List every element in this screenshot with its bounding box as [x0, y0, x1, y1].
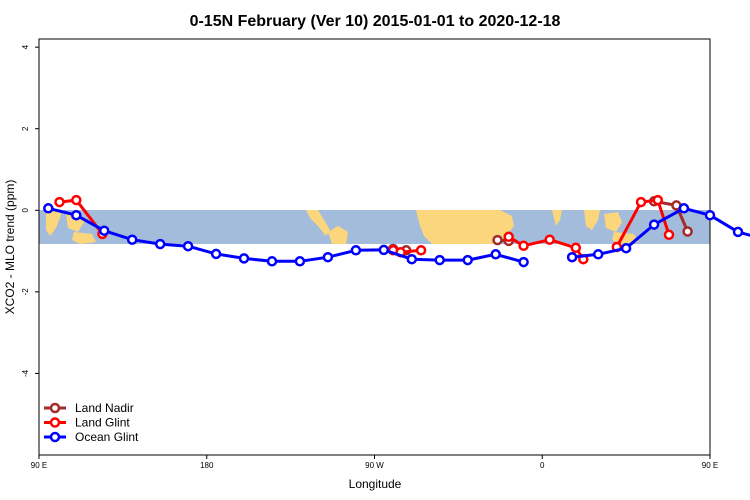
- x-axis-ticks: 90 E 180 90 W 0 90 E: [31, 455, 718, 470]
- x-tick-label: 0: [540, 461, 545, 470]
- data-point-ocean-glint: [732, 226, 744, 238]
- land-south-america: [328, 226, 348, 244]
- legend-label-land-glint: Land Glint: [75, 416, 130, 430]
- land-india-south: [552, 210, 562, 226]
- data-point-ocean-glint: [154, 238, 166, 250]
- y-tick-label: -2: [21, 288, 30, 296]
- data-point-ocean-glint: [182, 240, 194, 252]
- y-tick-label: 2: [21, 126, 30, 131]
- data-point-ocean-glint: [322, 251, 334, 263]
- chart-title: 0-15N February (Ver 10) 2015-01-01 to 20…: [190, 13, 561, 30]
- data-point-land-nadir: [492, 234, 503, 246]
- data-point-land-glint: [663, 229, 675, 241]
- data-point-ocean-glint: [592, 249, 604, 260]
- x-tick-label: 90 E: [31, 461, 47, 470]
- data-point-land-glint: [503, 231, 514, 243]
- data-point-ocean-glint: [294, 256, 306, 267]
- land-indonesia-west: [46, 210, 62, 236]
- legend-marker-land-glint: [49, 417, 61, 428]
- data-point-ocean-glint: [462, 254, 473, 266]
- data-point-ocean-glint: [98, 225, 110, 236]
- y-tick-label: 4: [21, 44, 30, 49]
- map-band: [39, 210, 710, 244]
- x-tick-label: 90 E: [702, 461, 718, 470]
- legend-label-land-nadir: Land Nadir: [75, 401, 134, 415]
- x-tick-label: 90 W: [365, 461, 384, 470]
- land-indonesia-east: [584, 210, 600, 230]
- data-point-land-glint: [652, 194, 664, 206]
- data-point-ocean-glint: [71, 209, 82, 221]
- data-point-ocean-glint: [43, 203, 54, 214]
- legend-marker-ocean-glint: [49, 431, 61, 443]
- data-point-ocean-glint: [126, 234, 138, 245]
- series-ocean-glint: [43, 203, 750, 268]
- data-point-land-glint: [518, 240, 529, 252]
- land-africa: [416, 210, 514, 244]
- data-point-ocean-glint: [266, 256, 278, 267]
- data-point-land-glint: [570, 242, 582, 254]
- data-point-ocean-glint: [378, 244, 390, 256]
- data-point-ocean-glint: [704, 209, 716, 221]
- data-point-ocean-glint: [566, 251, 578, 263]
- series-land-glint: [54, 194, 675, 265]
- series-layer: [43, 194, 750, 268]
- data-point-land-nadir: [682, 226, 693, 237]
- series-line-land-glint: [615, 198, 671, 248]
- plot-frame: [38, 38, 711, 456]
- data-point-ocean-glint: [210, 248, 222, 260]
- x-axis-label: Longitude: [349, 477, 402, 491]
- data-point-ocean-glint: [238, 253, 250, 264]
- data-point-land-glint: [71, 194, 82, 206]
- land-central-america: [306, 210, 330, 236]
- data-point-ocean-glint: [434, 254, 445, 266]
- data-point-ocean-glint: [648, 219, 660, 230]
- data-point-ocean-glint: [518, 256, 529, 268]
- series-line-ocean-glint: [571, 206, 750, 259]
- land-new-guinea-west: [72, 232, 96, 244]
- x-tick-label: 180: [200, 461, 214, 470]
- y-tick-label: 0: [21, 208, 30, 213]
- data-point-ocean-glint: [678, 203, 690, 214]
- legend-marker-land-nadir: [49, 402, 61, 414]
- data-point-ocean-glint: [350, 245, 362, 256]
- data-point-ocean-glint: [406, 253, 418, 265]
- data-point-land-glint: [635, 196, 647, 208]
- data-point-land-glint: [415, 245, 427, 256]
- data-point-land-glint: [54, 196, 65, 208]
- legend-label-ocean-glint: Ocean Glint: [75, 430, 139, 444]
- y-axis-label: XCO2 - MLO trend (ppm): [3, 180, 17, 315]
- data-point-land-glint: [544, 234, 555, 245]
- data-point-ocean-glint: [490, 249, 501, 260]
- y-axis-ticks: 4 2 0 -2 -4: [21, 44, 39, 377]
- y-tick-label: -4: [21, 369, 30, 377]
- land-borneo-east: [604, 212, 622, 232]
- data-point-ocean-glint: [620, 242, 632, 254]
